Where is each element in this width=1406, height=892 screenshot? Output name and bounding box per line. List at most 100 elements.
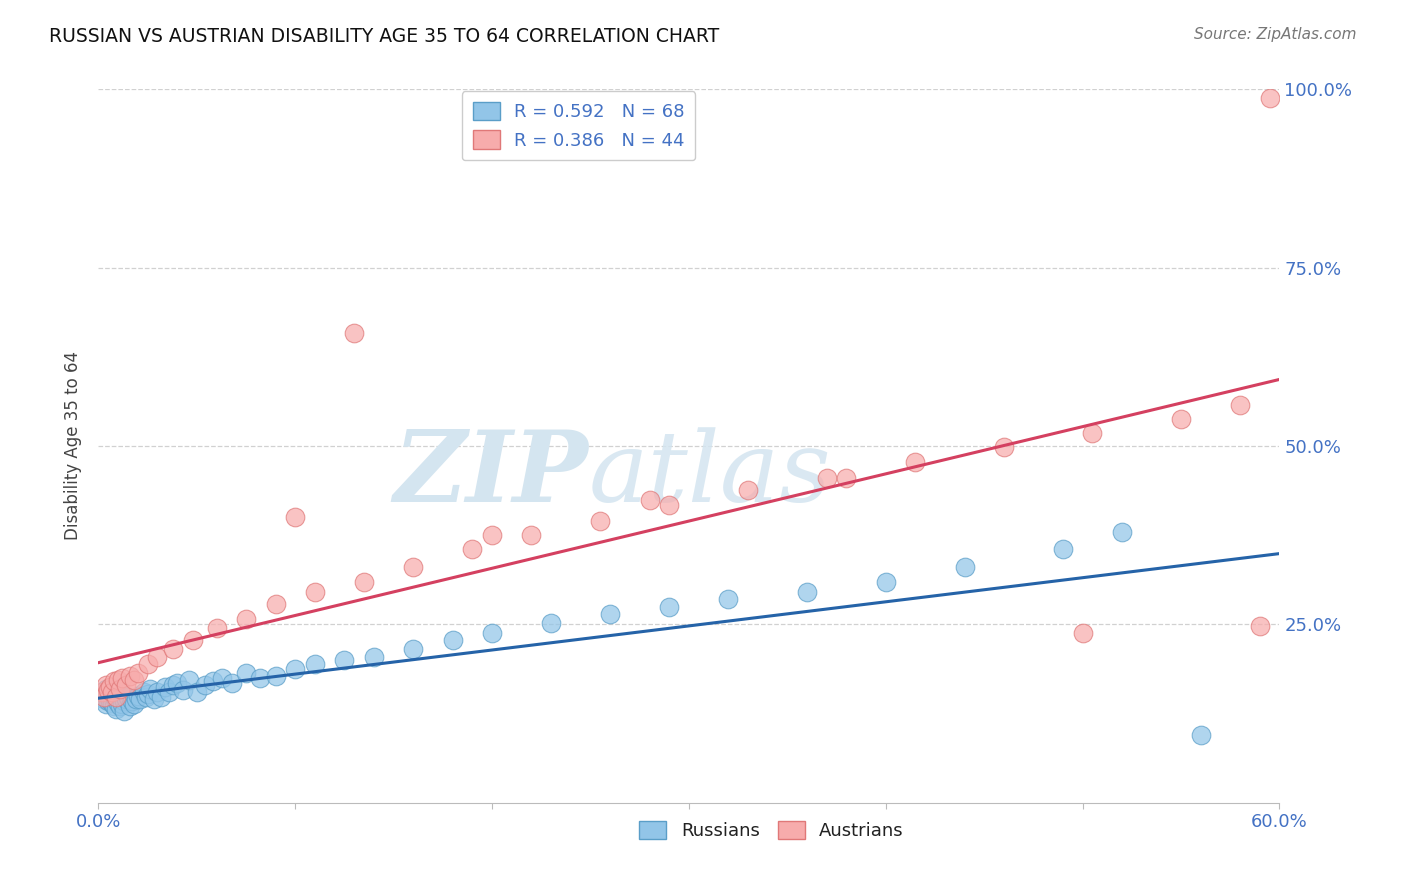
Point (101, 690, 124, 705)
Point (304, 657, 326, 671)
Point (737, 483, 759, 498)
Point (122, 698, 145, 712)
Y-axis label: Disability Age 35 to 64: Disability Age 35 to 64 (65, 351, 83, 541)
Point (162, 642, 184, 657)
Point (108, 699, 131, 714)
Text: Source: ZipAtlas.com: Source: ZipAtlas.com (1194, 27, 1357, 42)
Point (127, 689, 149, 703)
Point (101, 685, 124, 699)
Point (128, 692, 150, 706)
Legend: Russians, Austrians: Russians, Austrians (633, 814, 911, 847)
Point (155, 680, 177, 694)
Point (221, 676, 243, 690)
Point (284, 510, 307, 524)
Point (363, 649, 385, 664)
Point (107, 673, 129, 687)
Point (815, 471, 838, 485)
Point (658, 599, 681, 614)
Point (1170, 412, 1192, 426)
Point (91, 685, 114, 699)
Text: RUSSIAN VS AUSTRIAN DISABILITY AGE 35 TO 64 CORRELATION CHART: RUSSIAN VS AUSTRIAN DISABILITY AGE 35 TO… (49, 27, 720, 45)
Point (343, 326, 366, 341)
Point (136, 657, 159, 671)
Point (97, 683, 120, 698)
Point (875, 574, 897, 589)
Point (1189, 728, 1212, 742)
Point (353, 574, 375, 589)
Point (1052, 542, 1074, 557)
Point (264, 669, 287, 683)
Point (1258, 91, 1281, 105)
Point (249, 671, 271, 685)
Point (105, 693, 128, 707)
Point (1229, 398, 1251, 412)
Point (402, 642, 425, 657)
Point (796, 585, 818, 599)
Point (132, 685, 155, 699)
Point (125, 692, 148, 706)
Point (105, 690, 128, 705)
Point (93, 690, 115, 705)
Point (264, 598, 287, 612)
Point (658, 498, 681, 512)
Point (993, 441, 1015, 455)
Point (127, 665, 149, 680)
Point (117, 690, 139, 705)
Point (186, 685, 208, 699)
Point (118, 669, 141, 683)
Point (181, 633, 204, 648)
Point (107, 685, 129, 699)
Point (97, 694, 120, 708)
Point (599, 607, 621, 621)
Text: atlas: atlas (589, 427, 831, 522)
Point (205, 621, 228, 635)
Point (211, 671, 233, 685)
Point (1249, 619, 1271, 633)
Point (91, 685, 114, 699)
Point (108, 681, 131, 696)
Point (461, 542, 484, 557)
Point (157, 685, 180, 699)
Point (481, 528, 503, 542)
Point (108, 690, 131, 705)
Point (201, 674, 224, 689)
Point (111, 671, 134, 685)
Point (1111, 524, 1133, 539)
Point (194, 678, 217, 692)
Point (103, 699, 125, 714)
Point (540, 615, 562, 630)
Point (177, 673, 200, 687)
Point (146, 685, 169, 699)
Point (98, 687, 121, 701)
Point (93, 692, 115, 706)
Point (122, 673, 145, 687)
Point (111, 687, 134, 701)
Point (441, 633, 464, 648)
Point (98, 694, 121, 708)
Point (333, 653, 356, 667)
Point (96, 678, 118, 692)
Point (235, 612, 257, 626)
Point (101, 696, 124, 710)
Point (105, 701, 128, 715)
Point (135, 690, 157, 705)
Point (111, 698, 134, 712)
Point (98, 680, 121, 694)
Point (520, 528, 543, 542)
Point (146, 649, 169, 664)
Point (107, 696, 129, 710)
Point (103, 674, 125, 689)
Point (138, 681, 160, 696)
Point (1081, 426, 1104, 441)
Point (172, 683, 194, 698)
Point (284, 662, 307, 676)
Point (589, 514, 612, 528)
Point (235, 665, 257, 680)
Point (304, 585, 326, 599)
Point (904, 455, 927, 469)
Point (481, 626, 503, 640)
Point (96, 698, 118, 712)
Point (97, 689, 120, 703)
Point (112, 694, 135, 708)
Point (118, 699, 141, 714)
